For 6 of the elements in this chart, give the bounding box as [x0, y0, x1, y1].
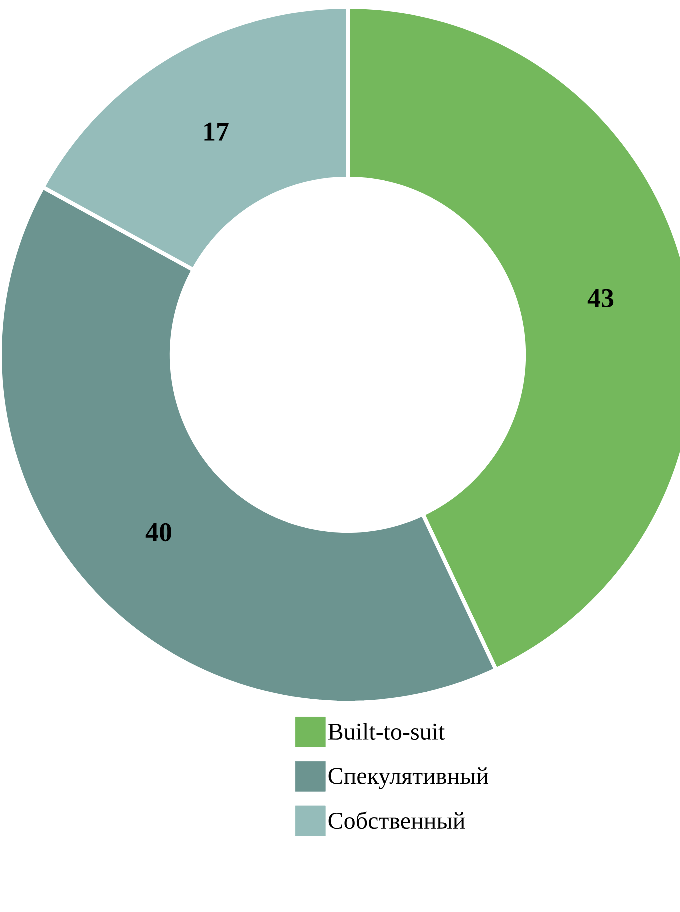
data-label: 40 [146, 523, 172, 542]
data-label: 17 [204, 122, 229, 141]
legend-label: Built-to-suit [328, 723, 446, 740]
legend-label: Спекулятивный [328, 768, 489, 790]
data-label: 43 [588, 289, 614, 308]
legend-label: Собственный [328, 812, 466, 830]
